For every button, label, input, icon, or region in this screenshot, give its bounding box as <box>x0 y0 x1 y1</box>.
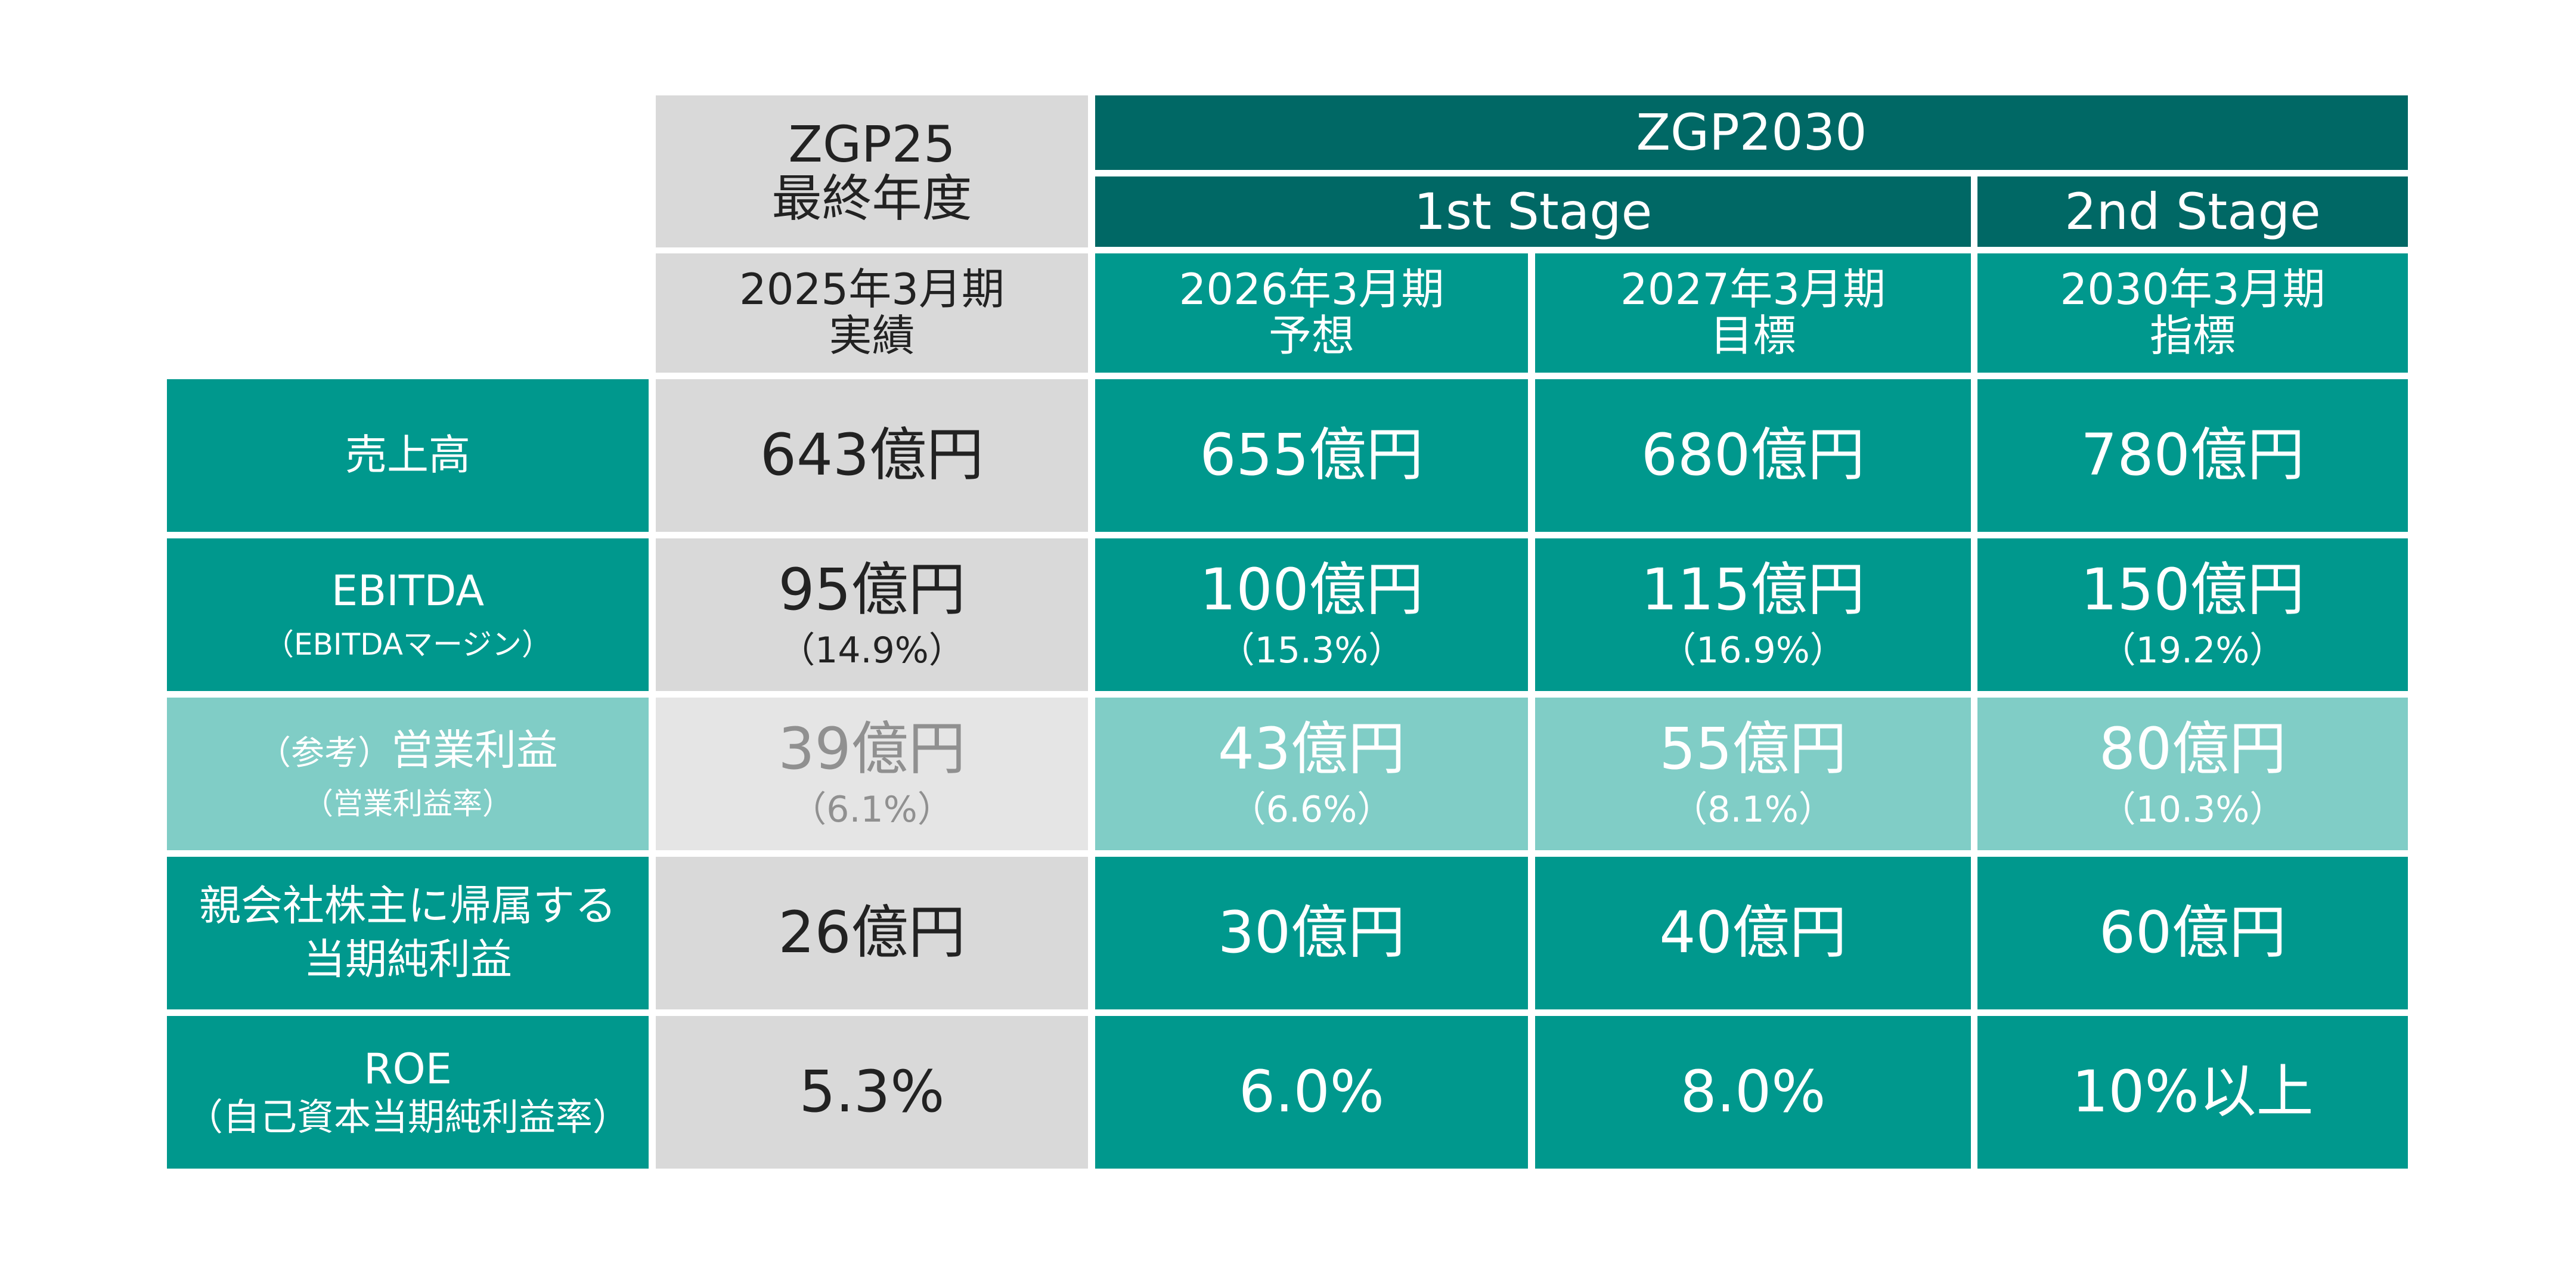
column-period: 2027年3月期 <box>1620 264 1886 315</box>
zgp25-title: ZGP25 <box>788 114 956 174</box>
column-type: 指標 <box>2149 311 2236 361</box>
cell-value: 680億円 <box>1641 422 1865 489</box>
row-label-sub: （自己資本当期純利益率） <box>185 1095 630 1139</box>
cell-operating-profit-2027: 55億円 （8.1%） <box>1535 698 1971 850</box>
cell-value: 643億円 <box>760 422 984 489</box>
column-type: 予想 <box>1268 311 1354 361</box>
row-label: 売上高 <box>345 430 470 480</box>
row-label: 営業利益 <box>391 726 558 775</box>
cell-roe-2027: 8.0% <box>1535 1016 1971 1169</box>
cell-value: 5.3% <box>799 1058 945 1126</box>
zgp25-subtitle: 最終年度 <box>771 169 972 228</box>
zgp25-header: ZGP25 最終年度 <box>656 95 1088 247</box>
row-label-sub: （EBITDAマージン） <box>264 627 551 662</box>
cell-sales-2026: 655億円 <box>1095 379 1528 532</box>
stage2-label: 2nd Stage <box>2064 182 2321 241</box>
row-label-sales: 売上高 <box>167 379 649 532</box>
cell-sub-value: （6.6%） <box>1230 789 1393 831</box>
cell-value: 100億円 <box>1199 556 1424 623</box>
cell-value: 39億円 <box>778 715 966 782</box>
cell-value: 6.0% <box>1239 1058 1384 1126</box>
column-type: 実績 <box>829 311 915 361</box>
cell-value: 115億円 <box>1641 556 1865 623</box>
cell-value: 10%以上 <box>2072 1058 2314 1126</box>
column-header-2027: 2027年3月期 目標 <box>1535 253 1971 373</box>
row-label-ebitda: EBITDA （EBITDAマージン） <box>167 538 649 691</box>
cell-sub-value: （14.9%） <box>779 630 965 672</box>
cell-roe-2026: 6.0% <box>1095 1016 1528 1169</box>
row-label-roe: ROE （自己資本当期純利益率） <box>167 1016 649 1169</box>
column-header-2025: 2025年3月期 実績 <box>656 253 1088 373</box>
cell-sub-value: （16.9%） <box>1660 630 1846 672</box>
row-label: EBITDA <box>331 566 485 616</box>
cell-ebitda-2030: 150億円 （19.2%） <box>1977 538 2408 691</box>
cell-operating-profit-2030: 80億円 （10.3%） <box>1977 698 2408 850</box>
column-period: 2025年3月期 <box>739 264 1005 315</box>
row-label-line: （参考）営業利益 <box>258 726 558 775</box>
cell-net-income-2030: 60億円 <box>1977 857 2408 1009</box>
column-period: 2026年3月期 <box>1179 264 1444 315</box>
row-label-line2: 当期純利益 <box>303 935 512 984</box>
cell-value: 780億円 <box>2081 422 2305 489</box>
stage1-header: 1st Stage <box>1095 176 1971 247</box>
stage2-header: 2nd Stage <box>1977 176 2408 247</box>
row-label-net-income: 親会社株主に帰属する 当期純利益 <box>167 857 649 1009</box>
cell-value: 30億円 <box>1217 899 1406 966</box>
cell-value: 26億円 <box>778 899 966 966</box>
cell-sub-value: （6.1%） <box>791 789 953 831</box>
cell-ebitda-2027: 115億円 （16.9%） <box>1535 538 1971 691</box>
column-type: 目標 <box>1710 311 1796 361</box>
cell-value: 43億円 <box>1217 715 1406 782</box>
cell-operating-profit-2026: 43億円 （6.6%） <box>1095 698 1528 850</box>
row-label: 親会社株主に帰属する <box>199 881 616 931</box>
stage1-label: 1st Stage <box>1413 182 1653 241</box>
cell-value: 150億円 <box>2081 556 2305 623</box>
cell-value: 8.0% <box>1680 1058 1826 1126</box>
cell-value: 55億円 <box>1659 715 1847 782</box>
cell-roe-2030: 10%以上 <box>1977 1016 2408 1169</box>
row-label-prefix: （参考） <box>258 734 391 773</box>
cell-ebitda-2025: 95億円 （14.9%） <box>656 538 1088 691</box>
row-label-operating-profit: （参考）営業利益 （営業利益率） <box>167 698 649 850</box>
cell-roe-2025: 5.3% <box>656 1016 1088 1169</box>
row-label: ROE <box>364 1044 452 1093</box>
cell-sub-value: （15.3%） <box>1219 630 1405 672</box>
cell-sales-2025: 643億円 <box>656 379 1088 532</box>
column-header-2030: 2030年3月期 指標 <box>1977 253 2408 373</box>
cell-operating-profit-2025: 39億円 （6.1%） <box>656 698 1088 850</box>
cell-ebitda-2026: 100億円 （15.3%） <box>1095 538 1528 691</box>
cell-sub-value: （8.1%） <box>1672 789 1834 831</box>
cell-net-income-2026: 30億円 <box>1095 857 1528 1009</box>
cell-net-income-2025: 26億円 <box>656 857 1088 1009</box>
cell-value: 80億円 <box>2098 715 2287 782</box>
cell-sales-2030: 780億円 <box>1977 379 2408 532</box>
cell-value: 655億円 <box>1199 422 1424 489</box>
cell-net-income-2027: 40億円 <box>1535 857 1971 1009</box>
cell-sales-2027: 680億円 <box>1535 379 1971 532</box>
cell-value: 95億円 <box>778 556 966 623</box>
cell-value: 40億円 <box>1659 899 1847 966</box>
cell-sub-value: （19.2%） <box>2100 630 2286 672</box>
zgp2030-title: ZGP2030 <box>1636 103 1867 162</box>
zgp2030-header: ZGP2030 <box>1095 95 2408 170</box>
column-period: 2030年3月期 <box>2060 264 2326 315</box>
cell-sub-value: （10.3%） <box>2100 789 2286 831</box>
column-header-2026: 2026年3月期 予想 <box>1095 253 1528 373</box>
row-label-sub: （営業利益率） <box>303 786 512 821</box>
cell-value: 60億円 <box>2098 899 2287 966</box>
